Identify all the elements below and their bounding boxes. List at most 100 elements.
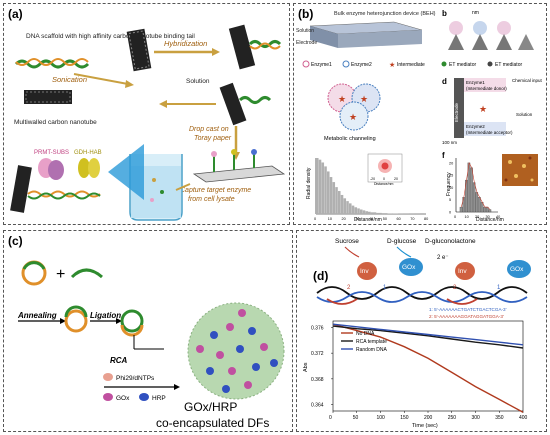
hist1-bar <box>321 162 325 214</box>
kin-xtick: 50 <box>353 415 359 421</box>
ligation-label: Ligation <box>90 311 121 320</box>
glucose-label: D-glucose <box>387 238 417 245</box>
histogram-frequency: 0 10 20 30 40 0 5 10 15 20 <box>449 158 500 219</box>
hist1-xlabel: Distance/nm <box>354 217 382 223</box>
hist1-bar <box>376 212 382 214</box>
metabolic-channeling-diagram: ★ ★ ★ <box>327 83 381 131</box>
dna-scaffold-strand <box>14 59 90 69</box>
annealing-label: Annealing <box>17 311 57 320</box>
channeling-label: Metabolic channeling <box>324 136 376 142</box>
hist2-ytick: 20 <box>449 161 453 165</box>
hist1-bar <box>371 212 377 214</box>
d-enzyme2: Enzyme2 <box>466 124 485 129</box>
d-solution: Solution <box>516 112 533 117</box>
toray-label: Toray paper <box>194 135 232 142</box>
device-solution: Solution <box>296 28 314 34</box>
panel-a-schematic: DNA scaffold with high affinity carbon n… <box>10 24 286 221</box>
d-electrode: Electrode <box>454 102 459 122</box>
hist2-ytick: 15 <box>449 174 453 178</box>
enzyme2-label: GDH-HAB <box>74 150 102 156</box>
inv2-enzyme <box>455 262 475 280</box>
enzyme-pyramids <box>448 21 534 50</box>
hist1-bar <box>335 187 338 214</box>
drop-cast-label: Drop cast on <box>189 126 229 133</box>
legend-enzyme2: Enzyme2 <box>351 62 372 68</box>
primer-strand <box>70 268 103 279</box>
device-front <box>310 26 338 48</box>
hist2-ylabel: Frequency <box>446 172 452 196</box>
kin-xtick: 400 <box>519 415 528 421</box>
hist1-bar <box>362 210 366 214</box>
hist1-bar <box>351 205 355 214</box>
hist1-tick: 50 <box>383 217 387 221</box>
hist2-xlabel: Distance/nm <box>476 217 504 223</box>
hist1-bar <box>338 191 341 214</box>
hist1-bar <box>382 213 388 214</box>
kin-xtick: 150 <box>400 415 409 421</box>
captured-enzymes <box>211 149 257 172</box>
kin-series-line <box>332 325 524 349</box>
gox1-enzyme <box>399 258 423 276</box>
hist2-ytick: 10 <box>449 186 453 190</box>
hist2-bar <box>478 197 481 213</box>
kinetics-chart: 0 50 100 150 200 250 300 350 400 0.364 0.368 0.372 0… <box>303 320 528 429</box>
hist2-ytick: 5 <box>449 198 451 202</box>
inv1-label: Inv <box>360 268 369 275</box>
legend-b: Enzyme1 Enzyme2 ★ Intermediate ET mediat… <box>302 60 522 69</box>
solution-label: Solution <box>186 78 210 85</box>
dna-flower <box>187 302 285 400</box>
hist2-bar <box>470 167 473 213</box>
svg-text:★: ★ <box>360 94 368 104</box>
kin-legend-entry: RCA template <box>356 339 387 345</box>
panel-d-label: (d) <box>313 269 329 283</box>
panel-c: (c) + Annealing Ligation RCA Phi29/dNTPs… <box>3 230 293 432</box>
hrp-label: HRP <box>152 395 166 402</box>
hist2-tick: 40 <box>496 215 500 219</box>
sonication-label: Sonication <box>52 75 87 84</box>
inv1-enzyme <box>357 262 377 280</box>
panel-a-label: (a) <box>8 7 23 21</box>
hist1-ylabel: Radial density <box>306 167 312 199</box>
d-electrode-bar <box>454 78 464 138</box>
kin-series-line <box>332 323 524 413</box>
d-intermediate2: (Intermediate acceptor) <box>466 130 513 135</box>
hist1-bar <box>349 203 352 214</box>
subpanel-b: b <box>442 9 447 18</box>
kin-ytick: 0.372 <box>311 351 324 357</box>
device-electrode: Electrode <box>296 40 317 46</box>
dna-track-blue <box>316 291 528 303</box>
hist2-bar <box>483 206 486 213</box>
nanotube-right <box>228 24 256 70</box>
hist1-bar <box>360 209 363 214</box>
panel-a: (a) DNA scaffold with high affinity carb… <box>3 3 290 225</box>
hist1-tick: 30 <box>355 217 359 221</box>
hybridization-label: Hybridization <box>164 39 207 48</box>
nanotube-middle <box>24 90 72 104</box>
hist1-tick: 80 <box>424 217 428 221</box>
toray-paper <box>192 165 286 183</box>
hist2-bar <box>462 197 465 213</box>
gluconolactone-label: D-gluconolactone <box>425 238 476 245</box>
panel-b-figure: Bulk enzyme heterojunction device (BEH) … <box>296 9 543 223</box>
hist1-bar <box>365 211 371 214</box>
num-1: 1 <box>383 285 387 291</box>
hist2-fit-line <box>460 161 491 210</box>
hist1-bar <box>329 177 333 214</box>
hist1-tick: 40 <box>369 217 373 221</box>
hist1-bar <box>343 198 347 214</box>
d-scale: 100 nm <box>442 140 457 145</box>
hist1-bar <box>340 194 344 214</box>
hist1-bar <box>332 182 336 214</box>
hist1-bar <box>387 213 393 214</box>
gox2-enzyme <box>507 260 531 278</box>
result-line2: co-encapsulated DFs <box>156 416 269 430</box>
hist2-tick: 20 <box>475 215 479 219</box>
panel-d: (d) Sucrose D-glucose D-gluconolactone I… <box>296 230 547 432</box>
hist2-bar <box>472 182 476 213</box>
kin-xtick: 100 <box>377 415 386 421</box>
capture-label-2: from cell lysate <box>188 196 235 203</box>
d-enzyme1: Enzyme1 <box>466 80 485 85</box>
plus-sign: + <box>56 266 65 283</box>
rca-label: RCA <box>110 356 128 365</box>
ligated-circle <box>120 309 144 333</box>
